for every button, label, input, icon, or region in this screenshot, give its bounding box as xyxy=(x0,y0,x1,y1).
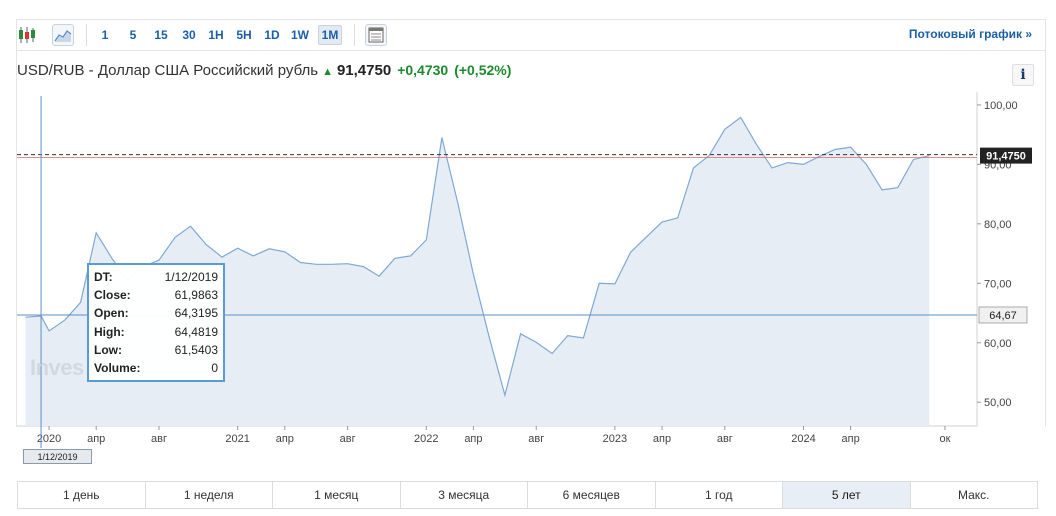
range-1-week[interactable]: 1 неделя xyxy=(146,482,273,508)
range-1-year[interactable]: 1 год xyxy=(656,482,783,508)
toolbar-divider xyxy=(354,24,355,46)
x-tick-label: 2023 xyxy=(603,433,627,445)
x-tick-label: авг xyxy=(717,433,733,445)
x-tick-label: авг xyxy=(528,433,544,445)
range-selector: 1 день 1 неделя 1 месяц 3 месяца 6 месяц… xyxy=(17,481,1038,509)
chart-frame xyxy=(16,19,1046,427)
y-tick-label: 60,00 xyxy=(984,338,1012,350)
x-tick-label: авг xyxy=(151,433,167,445)
table-view-icon[interactable] xyxy=(365,24,387,46)
timeframe-5[interactable]: 5 xyxy=(129,28,137,42)
instrument-title: USD/RUB - Доллар США Российский рубль xyxy=(17,62,319,79)
range-1-day[interactable]: 1 день xyxy=(18,482,146,508)
timeframe-15[interactable]: 15 xyxy=(154,28,168,42)
up-arrow-icon: ▲ xyxy=(322,66,333,78)
info-icon[interactable]: i xyxy=(1012,64,1034,86)
tooltip-row-volume: Volume: 0 xyxy=(94,360,218,375)
timeframe-1d[interactable]: 1D xyxy=(264,28,280,42)
x-tick-label: апр xyxy=(842,433,860,445)
current-price-tag xyxy=(980,147,1032,164)
x-tick-label: 2022 xyxy=(414,433,438,445)
tooltip-row-open: Open: 64,3195 xyxy=(94,306,218,321)
area-chart-icon[interactable] xyxy=(52,24,74,46)
range-1-month[interactable]: 1 месяц xyxy=(273,482,401,508)
x-tick-label: апр xyxy=(87,433,105,445)
y-tick-label: 100,00 xyxy=(984,100,1018,112)
cursor-date-label: 1/12/2019 xyxy=(23,449,92,464)
timeframe-5h[interactable]: 5H xyxy=(236,28,252,42)
price-area-fill xyxy=(25,117,930,427)
price-change-percent: (+0,52%) xyxy=(454,62,512,78)
timeframe-1w[interactable]: 1W xyxy=(291,28,309,42)
x-tick-label: ок xyxy=(939,433,950,445)
y-tick-label: 50,00 xyxy=(984,397,1012,409)
x-tick-label: авг xyxy=(340,433,356,445)
chart-toolbar: 1 5 15 30 1H 5H 1D 1W 1M Потоковый графи… xyxy=(16,19,1046,51)
investing-watermark: Inves xyxy=(30,355,84,380)
timeframe-30[interactable]: 30 xyxy=(182,28,196,42)
tooltip-row-high: High: 64,4819 xyxy=(94,324,218,339)
tooltip-row-close: Close: 61,9863 xyxy=(94,288,218,303)
x-tick-label: апр xyxy=(276,433,294,445)
range-3-months[interactable]: 3 месяца xyxy=(401,482,528,508)
tooltip-row-low: Low: 61,5403 xyxy=(94,342,218,357)
candlestick-icon[interactable] xyxy=(16,24,38,46)
x-tick-label: 2024 xyxy=(791,433,815,445)
price-change: +0,4730 xyxy=(397,62,449,78)
x-tick-label: апр xyxy=(464,433,482,445)
crosshair-price-tag xyxy=(978,306,1028,324)
y-tick-label: 80,00 xyxy=(984,219,1012,231)
x-tick-label: 2021 xyxy=(225,433,249,445)
x-tick-label: 2020 xyxy=(37,433,61,445)
x-tick-label: апр xyxy=(653,433,671,445)
current-price-tag-label: 91,4750 xyxy=(986,151,1026,163)
range-max[interactable]: Макс. xyxy=(957,488,990,502)
timeframe-1[interactable]: 1 xyxy=(101,28,109,42)
streaming-chart-link[interactable]: Потоковый график » xyxy=(908,27,1032,41)
y-tick-label: 70,00 xyxy=(984,278,1012,290)
timeframe-1h[interactable]: 1H xyxy=(208,28,224,42)
current-price: 91,4750 xyxy=(336,62,392,79)
range-6-months[interactable]: 6 месяцев xyxy=(528,482,656,508)
ohlc-tooltip: DT: 1/12/2019 Close: 61,9863 Open: 64,3195 … xyxy=(87,263,225,382)
toolbar-divider xyxy=(86,24,87,46)
instrument-header: USD/RUB - Доллар США Российский рубль ▲ 91… xyxy=(17,62,511,79)
timeframe-1m[interactable]: 1M xyxy=(318,25,342,45)
range-5-years[interactable]: 5 лет xyxy=(783,482,911,508)
crosshair-price-label: 64,67 xyxy=(989,310,1017,322)
tooltip-row-date: DT: 1/12/2019 xyxy=(94,270,218,284)
